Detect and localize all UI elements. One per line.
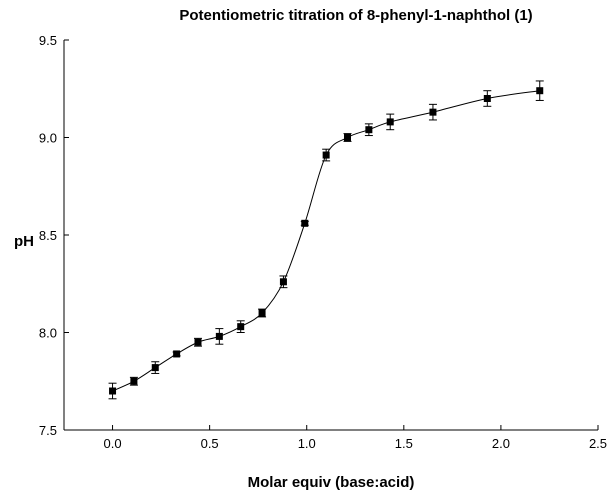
x-tick-label: 1.0 [298,436,316,451]
x-tick-label: 2.5 [589,436,607,451]
data-point [483,95,491,102]
data-point [194,338,202,346]
data-point [237,323,245,331]
fit-curve-layer [112,90,540,392]
y-tick-label: 7.5 [39,423,57,438]
x-tick-label: 0.5 [201,436,219,451]
x-tick-label: 0.0 [104,436,122,451]
data-point [365,126,373,134]
data-point [322,151,330,159]
x-axis-label: Molar equiv (base:acid) [248,474,415,491]
y-tick-label: 9.5 [39,33,57,48]
y-tick-label: 8.0 [39,326,57,341]
data-point [215,332,223,340]
data-point [173,350,181,358]
data-point [130,377,138,385]
fit-curve [112,90,540,392]
data-point [386,118,394,126]
y-tick-label: 9.0 [39,131,57,146]
data-point [536,87,544,95]
data-point [151,364,159,372]
data-point [344,134,352,141]
y-tick-label: 8.5 [39,228,57,243]
y-axis-label: pH [14,233,34,250]
x-tick-label: 1.5 [395,436,413,451]
x-tick-label: 2.0 [492,436,510,451]
data-point [279,278,287,286]
chart-title: Potentiometric titration of 8-phenyl-1-n… [179,7,532,24]
data-point [258,309,266,317]
data-point [109,387,117,395]
data-markers [109,87,544,395]
data-point [301,219,309,227]
axis-ticks: 0.0 0.5 1.0 1.5 2.0 2.5 7.5 8.0 8.5 9.0 9.5 [39,33,607,451]
data-point [429,108,437,116]
